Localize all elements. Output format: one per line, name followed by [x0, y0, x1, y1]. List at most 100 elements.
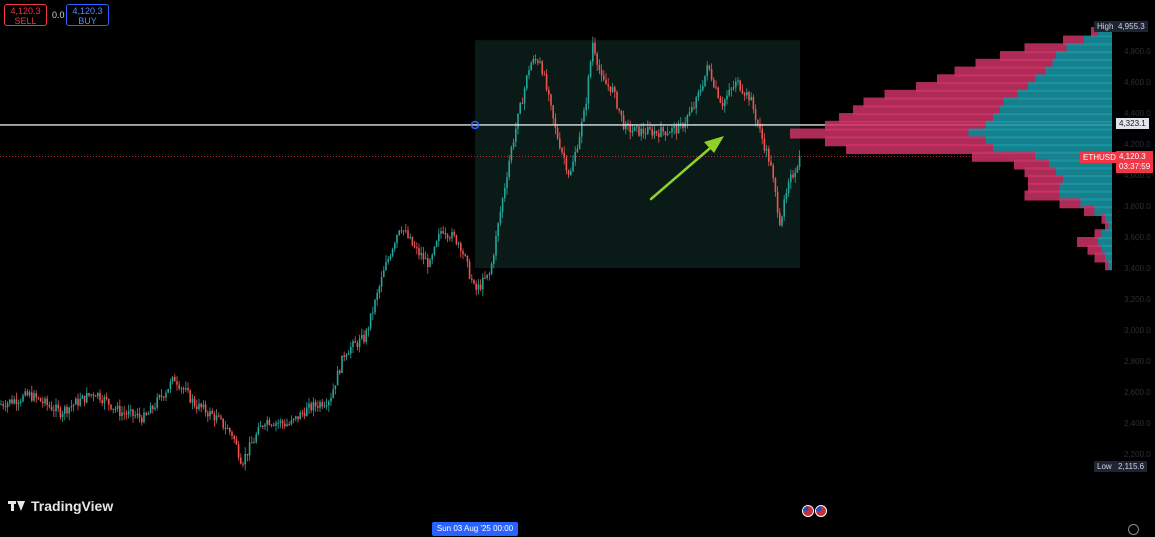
- candle-body: [328, 401, 330, 406]
- candle-body: [752, 96, 755, 110]
- candle-body: [281, 420, 284, 424]
- candle-body: [442, 231, 444, 234]
- candle-body: [367, 328, 370, 331]
- profile-down-bar: [1059, 198, 1081, 209]
- candle-body: [732, 87, 735, 89]
- candle-body: [273, 424, 275, 426]
- profile-up-bar: [1105, 252, 1112, 263]
- candle-body: [354, 341, 356, 343]
- candle-body: [416, 247, 418, 249]
- profile-up-bar: [1105, 213, 1112, 224]
- us-flag-icon[interactable]: [815, 505, 827, 517]
- candle-body: [495, 236, 497, 256]
- sell-button[interactable]: 4,120.3 SELL: [4, 4, 47, 26]
- high-label-text: High: [1097, 22, 1114, 31]
- last-price-value: 4,120.3: [1119, 152, 1146, 161]
- candle-body: [583, 110, 585, 122]
- candle-body: [605, 79, 607, 85]
- price-tick: 3,400.0: [1124, 264, 1151, 273]
- candle-body: [697, 92, 700, 98]
- candle-body: [358, 338, 361, 348]
- candle-body: [497, 223, 499, 237]
- profile-down-bar: [1028, 182, 1060, 193]
- settings-icon[interactable]: [1128, 524, 1139, 535]
- candle-body: [655, 131, 658, 134]
- candle-body: [783, 199, 785, 217]
- candle-body: [101, 400, 103, 404]
- candle-body: [240, 457, 242, 464]
- candle-body: [275, 422, 277, 426]
- candle-body: [171, 376, 174, 382]
- candle-body: [391, 248, 394, 257]
- profile-down-bar: [1087, 244, 1102, 255]
- trend-arrow-head: [704, 136, 724, 153]
- candle-body: [277, 422, 279, 424]
- price-axis: 2,200.0 2,400.0 2,600.0 2,800.0 3,000.0 3,200…: [1124, 47, 1151, 459]
- crosshair-date-label: Sun 03 Aug '25 00:00: [432, 522, 518, 536]
- range-rectangle: [475, 40, 800, 268]
- candle-body: [213, 413, 216, 421]
- candle-body: [244, 453, 246, 465]
- candle-body: [132, 409, 134, 416]
- low-value: 2,115.6: [1115, 461, 1148, 472]
- candle-body: [15, 399, 18, 405]
- candle-body: [548, 89, 550, 95]
- candle-body: [79, 398, 81, 406]
- candle-body: [622, 115, 625, 130]
- candle-body: [231, 431, 233, 436]
- candle-body: [515, 128, 517, 142]
- candle-body: [295, 416, 297, 419]
- candle-body: [673, 126, 675, 128]
- candle-body: [741, 90, 744, 94]
- candle-body: [636, 126, 638, 128]
- candle-body: [86, 393, 88, 403]
- candle-body: [717, 87, 719, 98]
- candle-body: [270, 424, 273, 426]
- candle-body: [154, 407, 156, 410]
- candle-body: [299, 412, 301, 420]
- profile-down-bar: [1101, 213, 1105, 224]
- profile-down-bar: [1024, 167, 1056, 178]
- candle-body: [539, 61, 541, 63]
- profile-down-bar: [972, 151, 1035, 162]
- candle-body: [92, 394, 95, 396]
- profile-down-bar: [975, 58, 1053, 69]
- candle-body: [218, 415, 220, 417]
- candle-body: [462, 251, 464, 255]
- economic-events[interactable]: [802, 505, 827, 517]
- symbol-label: ETHUSD: [1080, 152, 1119, 163]
- candle-body: [75, 398, 77, 405]
- candle-body: [746, 91, 748, 96]
- candle-body: [477, 284, 480, 290]
- buy-button[interactable]: 4,120.3 BUY: [66, 4, 109, 26]
- candle-body: [581, 121, 583, 137]
- candle-body: [418, 248, 420, 256]
- candle-body: [28, 392, 31, 396]
- candle-body: [693, 107, 695, 109]
- profile-down-bar: [1024, 43, 1067, 54]
- candle-body: [433, 246, 436, 255]
- candle-body: [471, 278, 473, 281]
- candle-body: [440, 231, 442, 234]
- profile-down-bar: [1084, 206, 1095, 217]
- candle-body: [363, 334, 365, 342]
- price-tick: 3,200.0: [1124, 295, 1151, 304]
- candle-body: [537, 60, 539, 63]
- candle-body: [455, 235, 458, 245]
- candle-body: [460, 243, 462, 252]
- candle-body: [596, 53, 598, 65]
- profile-down-bar: [884, 89, 1018, 100]
- candle-body: [420, 253, 422, 256]
- candle-body: [589, 61, 592, 77]
- candle-body: [308, 403, 310, 408]
- range-rectangle-fill: [475, 40, 800, 268]
- profile-up-bar: [1028, 82, 1112, 93]
- candle-body: [763, 138, 766, 151]
- candle-body: [565, 157, 568, 171]
- candle-body: [383, 270, 385, 278]
- candle-body: [174, 376, 176, 382]
- candle-body: [262, 425, 264, 427]
- us-flag-icon[interactable]: [802, 505, 814, 517]
- candle-body: [385, 261, 387, 271]
